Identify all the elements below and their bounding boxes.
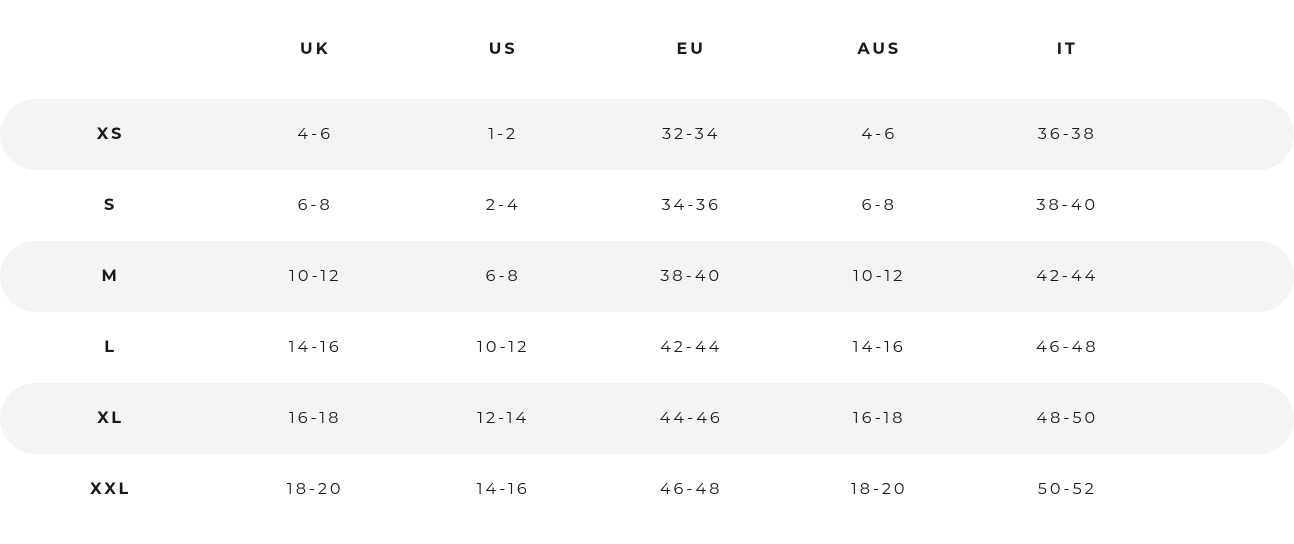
cell-eu: 42-44 [597,312,785,383]
header-blank [0,20,221,99]
cell-uk: 18-20 [221,454,409,525]
cell-uk: 16-18 [221,383,409,454]
cell-eu: 46-48 [597,454,785,525]
cell-it: 48-50 [973,383,1161,454]
table-row: XL 16-18 12-14 44-46 16-18 48-50 [0,383,1294,454]
size-label: XXL [0,454,221,525]
cell-uk: 10-12 [221,241,409,312]
header-us: US [409,20,597,99]
cell-trail [1161,454,1294,525]
header-aus: AUS [785,20,973,99]
header-eu: EU [597,20,785,99]
size-label: XS [0,99,221,170]
header-it: IT [973,20,1161,99]
cell-uk: 14-16 [221,312,409,383]
cell-aus: 10-12 [785,241,973,312]
cell-it: 50-52 [973,454,1161,525]
cell-eu: 34-36 [597,170,785,241]
cell-it: 38-40 [973,170,1161,241]
cell-aus: 14-16 [785,312,973,383]
cell-eu: 44-46 [597,383,785,454]
cell-us: 6-8 [409,241,597,312]
cell-trail [1161,241,1294,312]
table-row: L 14-16 10-12 42-44 14-16 46-48 [0,312,1294,383]
header-uk: UK [221,20,409,99]
size-label: XL [0,383,221,454]
cell-eu: 32-34 [597,99,785,170]
size-label: L [0,312,221,383]
size-chart-table: UK US EU AUS IT XS 4-6 1-2 32-34 4-6 36-… [0,20,1294,525]
cell-us: 12-14 [409,383,597,454]
size-label: S [0,170,221,241]
cell-us: 2-4 [409,170,597,241]
size-label: M [0,241,221,312]
cell-aus: 4-6 [785,99,973,170]
cell-it: 36-38 [973,99,1161,170]
table-row: XXL 18-20 14-16 46-48 18-20 50-52 [0,454,1294,525]
table-row: M 10-12 6-8 38-40 10-12 42-44 [0,241,1294,312]
cell-aus: 16-18 [785,383,973,454]
cell-us: 10-12 [409,312,597,383]
cell-aus: 18-20 [785,454,973,525]
header-trail [1161,20,1294,99]
cell-trail [1161,383,1294,454]
table-row: S 6-8 2-4 34-36 6-8 38-40 [0,170,1294,241]
cell-it: 42-44 [973,241,1161,312]
cell-trail [1161,99,1294,170]
cell-trail [1161,312,1294,383]
cell-us: 14-16 [409,454,597,525]
table-row: XS 4-6 1-2 32-34 4-6 36-38 [0,99,1294,170]
cell-uk: 6-8 [221,170,409,241]
cell-it: 46-48 [973,312,1161,383]
cell-uk: 4-6 [221,99,409,170]
cell-trail [1161,170,1294,241]
cell-eu: 38-40 [597,241,785,312]
header-row: UK US EU AUS IT [0,20,1294,99]
cell-us: 1-2 [409,99,597,170]
cell-aus: 6-8 [785,170,973,241]
